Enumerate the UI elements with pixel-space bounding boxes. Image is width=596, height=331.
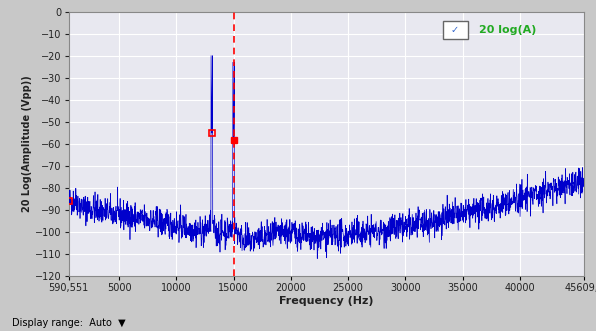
Y-axis label: 20 Log(Amplitude (Vpp)): 20 Log(Amplitude (Vpp)) bbox=[22, 75, 32, 213]
Text: Display range:  Auto  ▼: Display range: Auto ▼ bbox=[12, 318, 126, 328]
X-axis label: Frequency (Hz): Frequency (Hz) bbox=[279, 296, 374, 306]
